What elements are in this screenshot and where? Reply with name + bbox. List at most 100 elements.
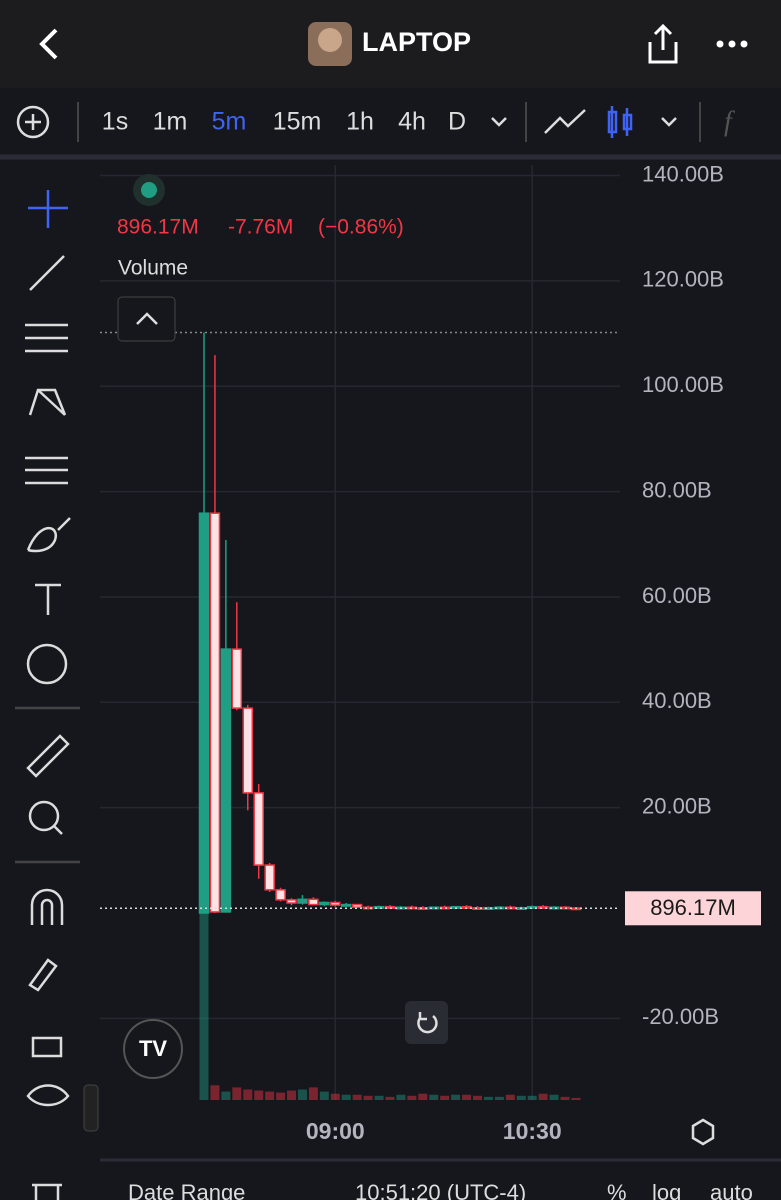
- volume-bar: [232, 1087, 242, 1100]
- visibility-tool[interactable]: [26, 1084, 70, 1107]
- fib-tool[interactable]: [25, 323, 68, 353]
- volume-bar: [451, 1094, 461, 1100]
- volume-bar: [265, 1091, 275, 1100]
- indicators-button[interactable]: f: [724, 106, 735, 137]
- candle-chart-button[interactable]: [607, 106, 633, 138]
- volume-bar: [527, 1095, 537, 1100]
- interval-dropdown[interactable]: [491, 117, 507, 127]
- y-tick-label: 20.00B: [642, 793, 712, 818]
- plot-area: [100, 165, 620, 1100]
- volume-bar: [199, 913, 209, 1100]
- lock-draw-tool[interactable]: [28, 958, 58, 992]
- interval-button[interactable]: 1m: [153, 108, 188, 136]
- indicator-label: Volume: [118, 257, 188, 280]
- candle-body: [209, 512, 221, 913]
- volume-bar: [254, 1090, 264, 1100]
- candle-body: [308, 898, 319, 906]
- candle-body: [242, 707, 254, 794]
- status-dot: [141, 182, 157, 198]
- reset-button[interactable]: [405, 1001, 448, 1044]
- delete-tool[interactable]: [32, 1183, 62, 1200]
- volume-bar: [210, 1085, 220, 1100]
- candle-body: [198, 512, 210, 914]
- volume-bar: [319, 1091, 329, 1100]
- collapse-button[interactable]: [117, 296, 176, 342]
- crosshair-tool[interactable]: [28, 190, 68, 228]
- back-button[interactable]: [39, 28, 58, 60]
- candle-body: [362, 906, 374, 910]
- chart-type-dropdown[interactable]: [661, 117, 677, 127]
- y-tick-label: 120.00B: [642, 267, 724, 292]
- log-toggle[interactable]: log: [652, 1180, 681, 1200]
- text-tool[interactable]: [35, 583, 61, 615]
- volume-bar: [374, 1095, 384, 1100]
- interval-button[interactable]: 1h: [346, 108, 374, 136]
- candle-body: [548, 906, 560, 910]
- candle-body: [537, 905, 549, 909]
- interval-button[interactable]: 15m: [273, 108, 322, 136]
- volume-bar: [494, 1096, 504, 1100]
- volume-bar: [549, 1094, 559, 1100]
- forecast-tool[interactable]: [25, 456, 68, 485]
- toolbar: [0, 88, 781, 156]
- drawing-toolbar: [0, 160, 95, 1200]
- share-button[interactable]: [648, 23, 678, 64]
- auto-toggle[interactable]: auto: [710, 1180, 753, 1200]
- percent-toggle[interactable]: %: [607, 1180, 627, 1200]
- volume-bar: [352, 1094, 362, 1100]
- pattern-tool[interactable]: [28, 388, 67, 416]
- volume-bar: [505, 1094, 515, 1100]
- y-tick-label: -20.00B: [642, 1004, 719, 1029]
- date-range[interactable]: Date Range: [128, 1180, 245, 1200]
- volume-bar: [297, 1089, 307, 1100]
- candle-body: [220, 648, 232, 913]
- tool-icons: [15, 190, 80, 1200]
- ruler-tool[interactable]: [26, 734, 70, 778]
- volume-bar: [330, 1093, 340, 1100]
- last-price-badge: [625, 891, 761, 926]
- toolbar-collapse[interactable]: [83, 1084, 99, 1132]
- magnet-tool[interactable]: [30, 888, 64, 925]
- candle-body: [483, 906, 494, 910]
- lock-tool[interactable]: [31, 1036, 63, 1058]
- y-tick-label: 100.00B: [642, 372, 724, 397]
- emoji-tool[interactable]: [26, 643, 68, 685]
- volume-bar: [308, 1087, 318, 1100]
- volume-bar: [396, 1094, 406, 1100]
- more-button[interactable]: [716, 40, 748, 48]
- interval-button[interactable]: 4h: [398, 108, 426, 136]
- line-chart-button[interactable]: [544, 109, 586, 134]
- candle-body: [297, 898, 308, 904]
- add-icon: [25, 114, 41, 130]
- volume-bar: [276, 1092, 286, 1100]
- candle-body: [264, 864, 275, 891]
- volume-bar: [418, 1093, 428, 1100]
- candle-body: [526, 905, 538, 909]
- avatar-face: [318, 28, 342, 52]
- y-tick-label: 140.00B: [642, 161, 724, 186]
- intervals: 1s 1m 5m 15m 1h 4h D: [102, 108, 466, 136]
- interval-button[interactable]: D: [448, 108, 466, 136]
- tv-logo: [123, 1019, 183, 1079]
- settings-button[interactable]: [691, 1118, 715, 1146]
- brush-tool[interactable]: [26, 517, 71, 553]
- line-tool[interactable]: [29, 255, 65, 291]
- interval-button[interactable]: 5m: [212, 108, 247, 136]
- interval-button[interactable]: 1s: [102, 108, 128, 136]
- symbol-title: LAPTOP: [362, 27, 471, 57]
- add-button[interactable]: [16, 105, 50, 139]
- volume-bar: [538, 1093, 548, 1100]
- x-tick-label: 10:30: [503, 1118, 562, 1144]
- timezone[interactable]: 10:51:20 (UTC-4): [355, 1180, 526, 1200]
- volume-bar: [429, 1094, 439, 1100]
- candle-body: [286, 899, 297, 904]
- last-price-label: 896.17M: [650, 895, 736, 920]
- y-tick-label: 40.00B: [642, 688, 712, 713]
- y-tick-label: 60.00B: [642, 583, 712, 608]
- candle-body: [417, 906, 429, 910]
- volume-bar: [483, 1096, 493, 1100]
- legend-price: 896.17M: [117, 216, 199, 239]
- plot: 140.00B 120.00B 100.00B 80.00B 60.00B 40.00B 2…: [100, 161, 761, 1144]
- volume-bar: [473, 1095, 482, 1100]
- zoom-tool[interactable]: [28, 800, 60, 832]
